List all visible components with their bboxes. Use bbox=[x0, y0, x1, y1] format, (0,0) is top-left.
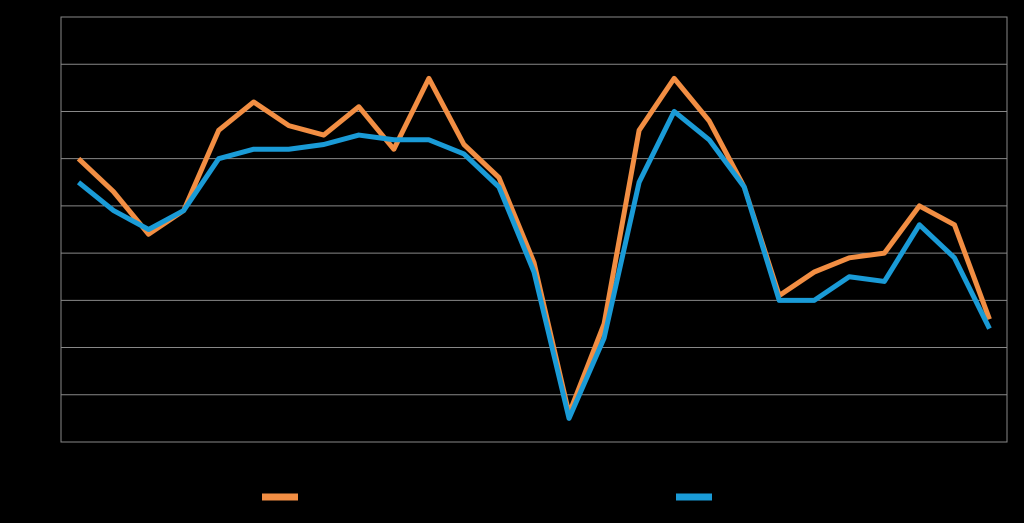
series-line bbox=[76, 108, 992, 421]
series-line bbox=[76, 75, 992, 417]
plot-frame bbox=[60, 16, 1008, 443]
